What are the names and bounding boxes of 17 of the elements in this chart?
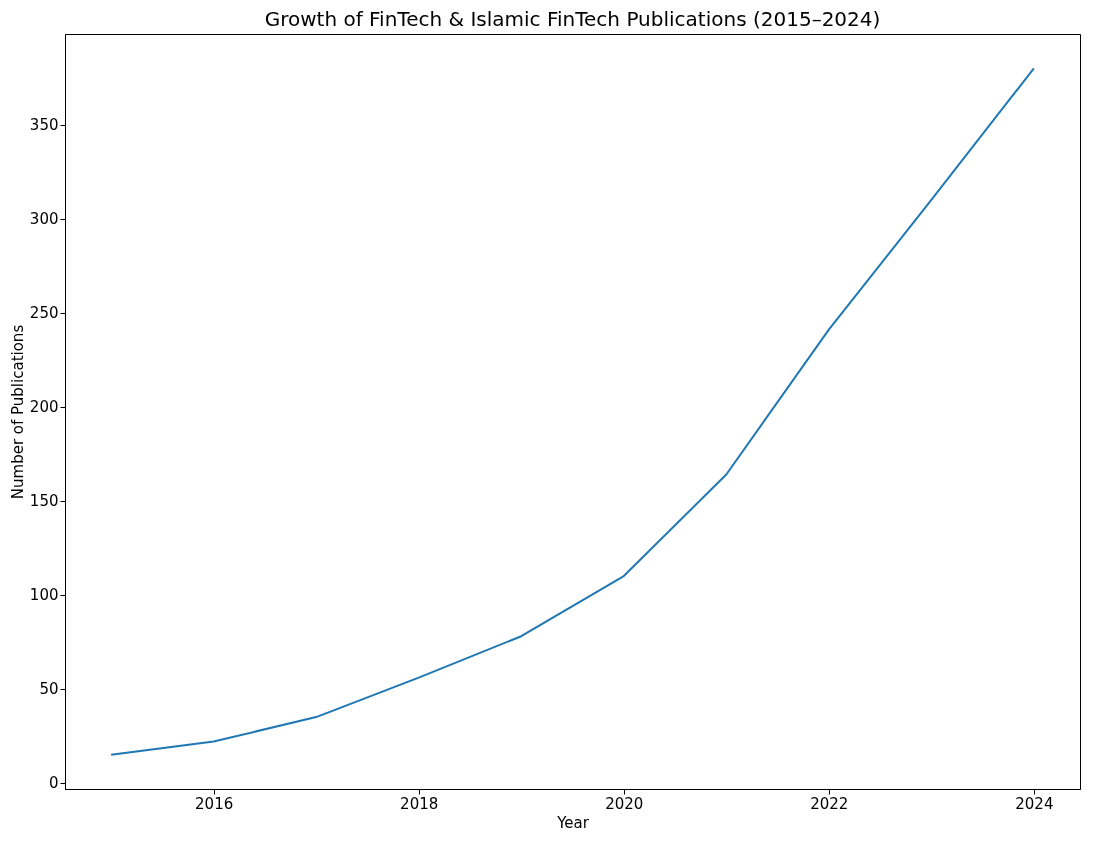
x-tick-label: 2024 [1015,794,1054,813]
x-axis-title: Year [556,813,590,832]
x-tick-label: 2022 [810,794,849,813]
x-tick-label: 2018 [400,794,439,813]
y-tick-label: 150 [29,492,59,511]
line-series [110,67,1035,756]
x-tick-label: 2020 [605,794,644,813]
y-tick-label: 350 [29,116,59,135]
y-tick-label: 300 [29,210,59,229]
y-tick-label: 50 [39,680,59,699]
chart-title: Growth of FinTech & Islamic FinTech Publications (2015–2024) [264,7,881,31]
y-axis-title: Number of Publications [8,324,27,500]
y-tick-label: 200 [29,398,59,417]
y-tick-label: 100 [29,586,59,605]
x-tick-label: 2016 [195,794,234,813]
y-tick-label: 250 [29,304,59,323]
y-tick-label: 0 [48,774,59,793]
